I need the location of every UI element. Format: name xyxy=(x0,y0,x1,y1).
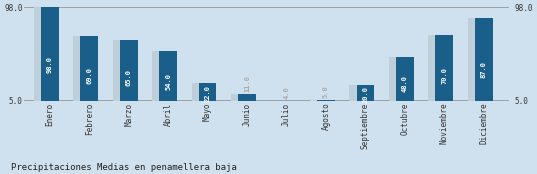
Text: 4.0: 4.0 xyxy=(284,86,289,99)
Bar xyxy=(350,85,372,105)
Text: 22.0: 22.0 xyxy=(205,85,211,102)
Bar xyxy=(41,7,59,105)
Bar xyxy=(468,18,490,105)
Text: Precipitaciones Medias en penamellera baja: Precipitaciones Medias en penamellera ba… xyxy=(11,163,236,172)
Bar xyxy=(34,7,56,105)
Text: 20.0: 20.0 xyxy=(362,86,368,103)
Bar xyxy=(113,40,135,105)
Text: 5.0: 5.0 xyxy=(323,86,329,98)
Bar xyxy=(192,83,214,105)
Bar xyxy=(120,40,137,105)
Bar xyxy=(396,57,414,105)
Text: 11.0: 11.0 xyxy=(244,75,250,92)
Bar xyxy=(389,57,411,105)
Bar xyxy=(317,100,335,105)
Bar xyxy=(199,83,216,105)
Text: 54.0: 54.0 xyxy=(165,73,171,90)
Bar xyxy=(73,36,96,105)
Text: 48.0: 48.0 xyxy=(402,76,408,92)
Bar xyxy=(475,18,493,105)
Bar xyxy=(159,51,177,105)
Text: 87.0: 87.0 xyxy=(481,61,487,78)
Bar xyxy=(238,94,256,105)
Bar xyxy=(278,101,295,105)
Bar xyxy=(357,85,374,105)
Bar xyxy=(310,100,332,105)
Bar xyxy=(231,94,253,105)
Text: 69.0: 69.0 xyxy=(86,68,92,84)
Bar xyxy=(152,51,175,105)
Text: 65.0: 65.0 xyxy=(126,69,132,86)
Bar xyxy=(429,35,451,105)
Bar xyxy=(81,36,98,105)
Bar xyxy=(271,101,293,105)
Text: 98.0: 98.0 xyxy=(47,56,53,73)
Text: 70.0: 70.0 xyxy=(441,67,447,84)
Bar xyxy=(436,35,453,105)
